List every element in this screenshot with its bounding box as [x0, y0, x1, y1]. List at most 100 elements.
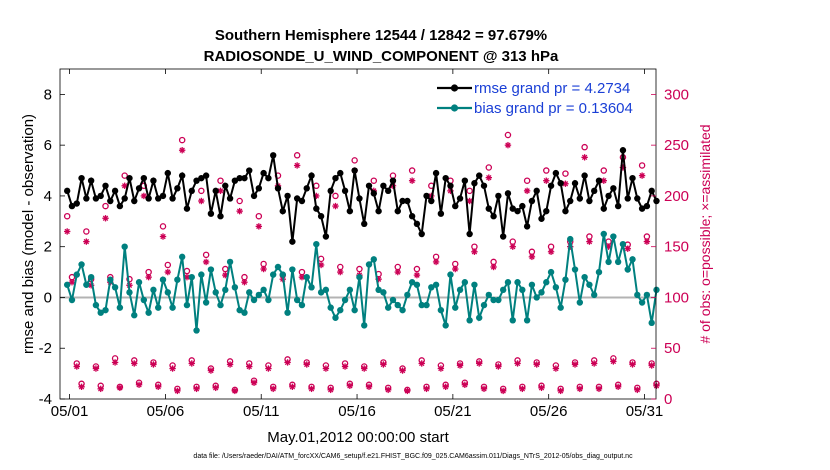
rmse-point: [164, 169, 171, 177]
rmse-point: [384, 187, 392, 195]
obs-assimilated-marker: [269, 385, 277, 393]
bias-point: [590, 291, 598, 299]
bias-point: [605, 258, 612, 266]
obs-assimilated-marker: [471, 248, 478, 255]
rmse-point: [432, 169, 440, 177]
rmse-point: [169, 195, 176, 202]
obs-assimilated-marker: [538, 384, 545, 392]
obs-assimilated-marker: [265, 365, 272, 372]
bias-point: [260, 286, 267, 294]
rmse-point: [337, 169, 344, 177]
rmse-point: [581, 172, 588, 179]
bias-point: [418, 301, 425, 309]
rmse-point: [236, 174, 243, 182]
obs-assimilated-marker: [337, 268, 344, 276]
rmse-point: [447, 182, 454, 189]
bias-point: [351, 306, 358, 314]
rmse-point: [485, 205, 492, 212]
rmse-point: [327, 187, 334, 195]
bias-point: [231, 284, 239, 291]
bias-point: [552, 284, 560, 291]
rmse-point: [605, 192, 612, 200]
bias-point: [145, 309, 152, 316]
bias-point: [68, 296, 76, 304]
rmse-point: [73, 200, 80, 207]
bias-point: [274, 263, 282, 271]
bias-point: [461, 279, 469, 286]
bias-point: [222, 286, 229, 294]
obs-assimilated-marker: [614, 383, 622, 391]
rmse-point: [116, 202, 124, 210]
bias-point: [78, 261, 85, 268]
bias-point: [341, 296, 349, 304]
rmse-point: [380, 182, 387, 189]
rmse-point: [226, 195, 234, 202]
obs-assimilated-marker: [140, 192, 148, 200]
x-axis-label: May.01,2012 00:00:00 start: [267, 429, 449, 446]
legend-rmse-label: rmse grand pr = 4.2734: [474, 80, 630, 97]
bias-point: [576, 299, 584, 306]
rmse-point: [643, 202, 651, 210]
y-axis-label: rmse and bias (model - observation): [20, 114, 37, 354]
bias-point: [653, 286, 660, 294]
rmse-point: [150, 177, 157, 184]
obs-assimilated-marker: [533, 361, 540, 368]
rmse-point: [322, 233, 330, 240]
obs-assimilated-marker: [418, 360, 425, 367]
rmse-point: [361, 220, 368, 228]
obs-assimilated-marker: [485, 174, 492, 181]
plot-frame: [59, 68, 657, 400]
rmse-point: [279, 207, 286, 215]
bias-point: [571, 266, 579, 273]
rmse-point: [638, 205, 646, 212]
obs-possible-marker: [485, 164, 493, 171]
obs-assimilated-marker: [284, 359, 291, 366]
obs-assimilated-marker: [519, 385, 526, 393]
rmse-point: [265, 174, 272, 182]
obs-possible-marker: [332, 192, 339, 200]
rmse-point: [423, 192, 430, 200]
rmse-point: [183, 205, 191, 212]
obs-possible-marker: [63, 212, 71, 220]
bias-point: [202, 299, 210, 306]
rmse-point: [404, 197, 411, 205]
rmse-point: [576, 195, 584, 202]
bias-point: [327, 304, 334, 311]
obs-assimilated-marker: [399, 367, 406, 374]
rmse-point: [188, 187, 195, 195]
rmse-point: [202, 172, 210, 179]
obs-assimilated-marker: [586, 238, 593, 245]
obs-assimilated-marker: [255, 223, 263, 230]
rmse-point: [614, 202, 622, 210]
rmse-point: [480, 182, 488, 189]
bias-point: [619, 240, 627, 248]
bias-point: [504, 279, 512, 286]
bias-point: [437, 306, 445, 314]
bias-point: [265, 296, 272, 304]
obs-assimilated-marker: [260, 265, 267, 273]
obs-assimilated-marker: [207, 367, 215, 374]
obs-assimilated-marker: [638, 172, 646, 179]
rmse-point: [418, 230, 425, 238]
rmse-point: [317, 213, 325, 220]
rmse-point: [293, 195, 301, 202]
bias-point: [332, 314, 339, 321]
obs-assimilated-marker: [490, 263, 497, 271]
rmse-point: [456, 195, 464, 202]
obs-assimilated-marker: [384, 386, 392, 394]
rmse-point: [308, 172, 315, 179]
obs-assimilated-marker: [499, 387, 507, 395]
obs-assimilated-marker: [404, 387, 411, 395]
rmse-point: [653, 197, 660, 205]
obs-assimilated-marker: [241, 279, 248, 286]
bias-point: [97, 309, 104, 316]
bias-point: [471, 281, 478, 288]
rmse-point: [121, 195, 128, 202]
rmse-point: [68, 202, 76, 210]
bias-point: [346, 286, 354, 294]
bias-point: [289, 266, 296, 273]
rmse-point: [452, 202, 459, 210]
bias-point: [279, 271, 286, 278]
bias-point: [408, 279, 416, 286]
obs-possible-marker: [217, 177, 224, 184]
